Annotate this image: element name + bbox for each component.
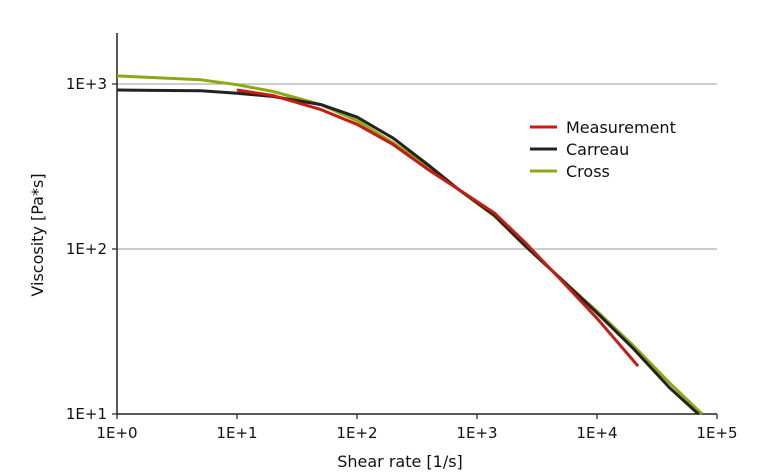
x-tick-label: 1E+2 bbox=[336, 424, 377, 442]
legend: Measurement Carreau Cross bbox=[530, 118, 676, 181]
y-tick-label: 1E+1 bbox=[66, 405, 107, 423]
x-ticks: 1E+0 1E+1 1E+2 1E+3 1E+4 1E+5 bbox=[96, 414, 738, 442]
legend-label-carreau: Carreau bbox=[566, 140, 629, 159]
x-tick-label: 1E+5 bbox=[696, 424, 737, 442]
x-tick-label: 1E+0 bbox=[96, 424, 137, 442]
y-tick-label: 1E+3 bbox=[66, 75, 107, 93]
x-tick-label: 1E+4 bbox=[576, 424, 617, 442]
y-tick-label: 1E+2 bbox=[66, 240, 107, 258]
gridlines bbox=[117, 83, 717, 250]
x-axis-title: Shear rate [1/s] bbox=[337, 452, 463, 471]
x-tick-label: 1E+1 bbox=[216, 424, 257, 442]
y-ticks: 1E+1 1E+2 1E+3 bbox=[66, 75, 117, 423]
legend-label-measurement: Measurement bbox=[566, 118, 676, 137]
series-group bbox=[116, 74, 704, 416]
x-tick-label: 1E+3 bbox=[456, 424, 497, 442]
y-axis-title: Viscosity [Pa*s] bbox=[28, 173, 47, 296]
legend-label-cross: Cross bbox=[566, 162, 610, 181]
series-line-measurement bbox=[236, 88, 640, 368]
series-line-carreau bbox=[116, 88, 700, 416]
